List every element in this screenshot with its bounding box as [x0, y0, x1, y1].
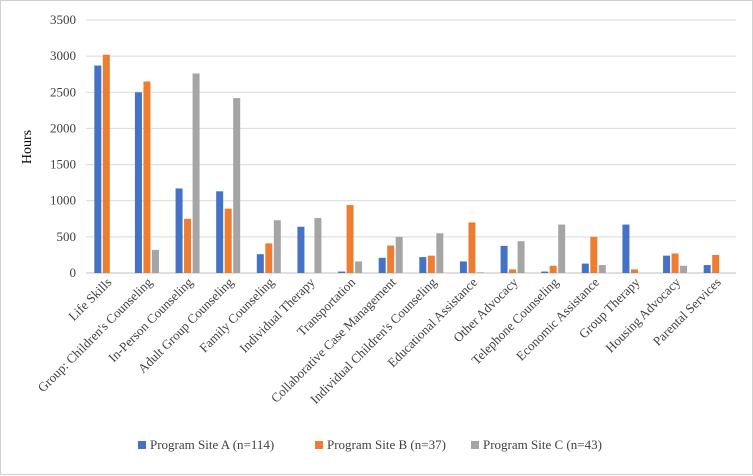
bar [680, 265, 688, 273]
bar [581, 263, 589, 273]
bar [558, 224, 566, 273]
bar [468, 222, 476, 273]
legend: Program Site A (n=114) Program Site B (n=… [138, 437, 602, 452]
bar [378, 257, 386, 273]
bar [265, 243, 273, 273]
y-tick-label: 3500 [50, 12, 76, 27]
bar [671, 253, 679, 273]
bar [297, 226, 305, 273]
bar [151, 249, 159, 273]
bar [427, 255, 435, 273]
legend-swatch [471, 441, 479, 449]
bar [598, 265, 606, 273]
legend-swatch [138, 441, 146, 449]
y-tick-label: 0 [70, 265, 77, 280]
bar [94, 65, 102, 273]
bar [387, 245, 395, 273]
bar [175, 188, 183, 273]
legend-swatch [315, 441, 323, 449]
legend-label: Program Site A (n=114) [150, 437, 274, 452]
bar [395, 236, 403, 273]
bar [216, 191, 224, 273]
y-tick-label: 1000 [50, 193, 76, 208]
y-tick-label: 2500 [50, 84, 76, 99]
bar [256, 254, 264, 273]
bar [314, 218, 322, 273]
bar [630, 269, 638, 273]
bar [355, 261, 363, 273]
legend-label: Program Site C (n=43) [483, 437, 602, 452]
bar [541, 271, 549, 273]
legend-label: Program Site B (n=37) [327, 437, 446, 452]
bar [192, 73, 200, 274]
bars [94, 54, 720, 274]
x-category-label: Housing Advocacy [602, 274, 683, 355]
bar [346, 205, 354, 273]
y-tick-label: 3000 [50, 48, 76, 63]
y-tick-label: 1500 [50, 157, 76, 172]
y-tick-label: 500 [57, 229, 77, 244]
bar [143, 81, 151, 273]
bar [338, 271, 346, 273]
bar [436, 233, 444, 273]
bar [590, 236, 598, 273]
bar [663, 255, 671, 273]
bar [224, 208, 232, 273]
bar [233, 98, 241, 273]
bar [184, 218, 192, 273]
y-tick-label: 2000 [50, 120, 76, 135]
bar [134, 92, 142, 274]
bar [622, 224, 630, 273]
x-category-label: Individual Therapy [236, 274, 318, 356]
bar [273, 220, 281, 273]
bar [703, 265, 711, 273]
gridlines [86, 19, 736, 274]
bar [459, 261, 467, 273]
bar [476, 272, 484, 273]
bar [712, 254, 720, 273]
bar [500, 245, 508, 273]
bar [509, 269, 517, 273]
bar [517, 241, 525, 273]
bar [102, 54, 110, 273]
bar [419, 257, 427, 273]
bar [549, 265, 557, 273]
x-category-label: Family Counseling [196, 274, 277, 355]
y-tick-labels: 0 500 1000 1500 2000 2500 3000 3500 [50, 12, 76, 280]
y-axis-label: Hours [20, 130, 35, 164]
